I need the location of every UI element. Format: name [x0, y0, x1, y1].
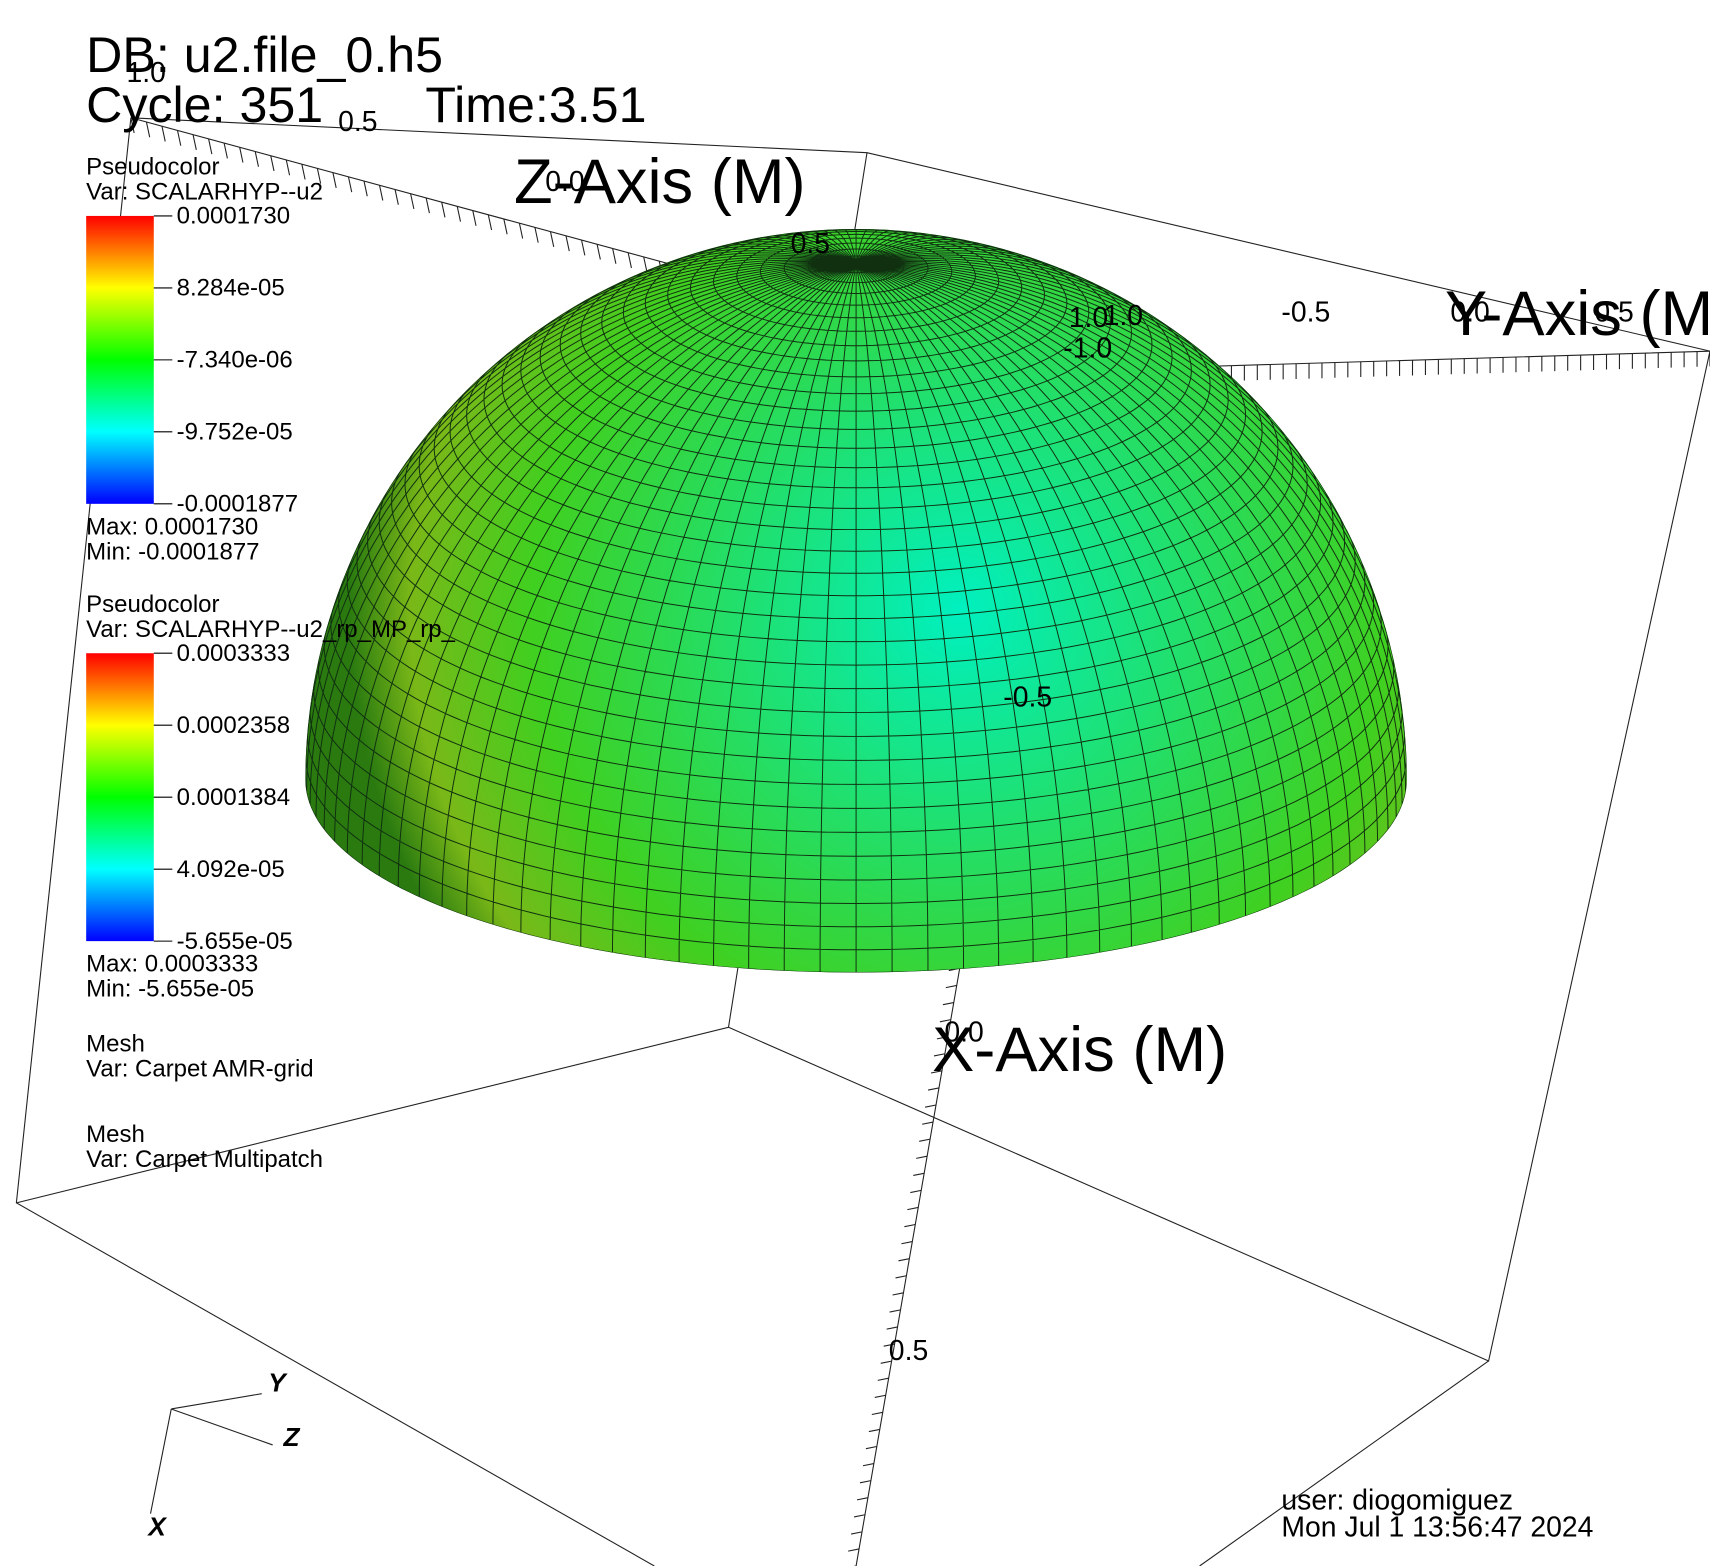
- y-axis-title: Y-Axis (M: [1445, 279, 1710, 349]
- triad-lines: [149, 1393, 273, 1514]
- color-bar-label: 4.092e-05: [177, 856, 285, 883]
- axis-tick-label: 0.5: [1594, 297, 1633, 329]
- legend-var: Var: SCALARHYP--u2_rp_MP_rp_: [86, 616, 455, 643]
- hemisphere: [305, 229, 1407, 973]
- axis-tick-label: 1.0: [1069, 302, 1108, 334]
- color-bar-label: -0.0001877: [177, 490, 298, 517]
- legend-plot: Mesh: [86, 1030, 145, 1057]
- axis-tick-label: 0.0: [545, 166, 584, 198]
- box-edges: [15, 117, 1710, 1566]
- axis-tick-label: 1.0: [127, 57, 166, 89]
- z-axis-title: Z-Axis (M): [514, 147, 806, 217]
- triad: Y Z X: [146, 1368, 300, 1542]
- color-bar: [86, 653, 154, 942]
- axis-tick-label: 0.0: [1450, 297, 1489, 329]
- db-label: DB: u2.file_0.h5: [86, 27, 443, 83]
- color-bar: [86, 215, 154, 504]
- axis-tick-label: 0.5: [338, 106, 377, 138]
- user-label: user: diogomiguez: [1281, 1484, 1513, 1516]
- color-bar-label: 0.0003333: [177, 640, 290, 667]
- triad-x: X: [146, 1511, 167, 1541]
- color-bar-label: 0.0002358: [177, 712, 290, 739]
- date-label: Mon Jul 1 13:56:47 2024: [1281, 1512, 1593, 1544]
- header: DB: u2.file_0.h5 Cycle: 351 Time:3.51: [86, 27, 646, 133]
- axis-tick-label: -1.0: [1063, 333, 1112, 365]
- axis-tick-label: 0.0: [944, 1016, 983, 1048]
- axis-tick-label: -0.5: [1003, 682, 1052, 714]
- time-label: Time:3.51: [425, 77, 646, 133]
- footer: user: diogomiguez Mon Jul 1 13:56:47 202…: [1281, 1484, 1593, 1543]
- triad-z: Z: [283, 1422, 301, 1452]
- legend-var: Var: SCALARHYP--u2: [86, 179, 323, 206]
- x-axis-title: X-Axis (M): [932, 1015, 1227, 1085]
- legend-plot: Mesh: [86, 1121, 145, 1148]
- legend-max: Max: 0.0001730: [86, 513, 258, 540]
- color-bar-label: -5.655e-05: [177, 928, 293, 955]
- triad-y: Y: [268, 1368, 288, 1398]
- legend-plot: Pseudocolor: [86, 591, 219, 618]
- axis-labels: Z-Axis (M) Y-Axis (M X-Axis (M) 1.0 0.5 0.…: [127, 57, 1710, 1367]
- legend-min: Min: -5.655e-05: [86, 976, 254, 1003]
- color-bar-label: 0.0001730: [177, 203, 290, 230]
- legend-plot: Pseudocolor: [86, 153, 219, 180]
- axis-tick-label: -0.5: [1281, 297, 1330, 329]
- axis-tick-label: 1.0: [1104, 300, 1143, 332]
- legend-min: Min: -0.0001877: [86, 538, 259, 565]
- cycle-label: Cycle: 351: [86, 77, 323, 133]
- mesh: [305, 229, 1407, 973]
- axis-tick-label: 0.5: [889, 1335, 928, 1367]
- color-bar-label: 0.0001384: [177, 784, 290, 811]
- legend-var: Var: Carpet Multipatch: [86, 1146, 323, 1173]
- legend-var: Var: Carpet AMR-grid: [86, 1055, 313, 1082]
- color-bar-label: -9.752e-05: [177, 418, 293, 445]
- axis-tick-label: 0.5: [791, 228, 830, 260]
- color-bar-label: -7.340e-06: [177, 347, 293, 374]
- legend-max: Max: 0.0003333: [86, 951, 258, 978]
- color-bar-label: 8.284e-05: [177, 275, 285, 302]
